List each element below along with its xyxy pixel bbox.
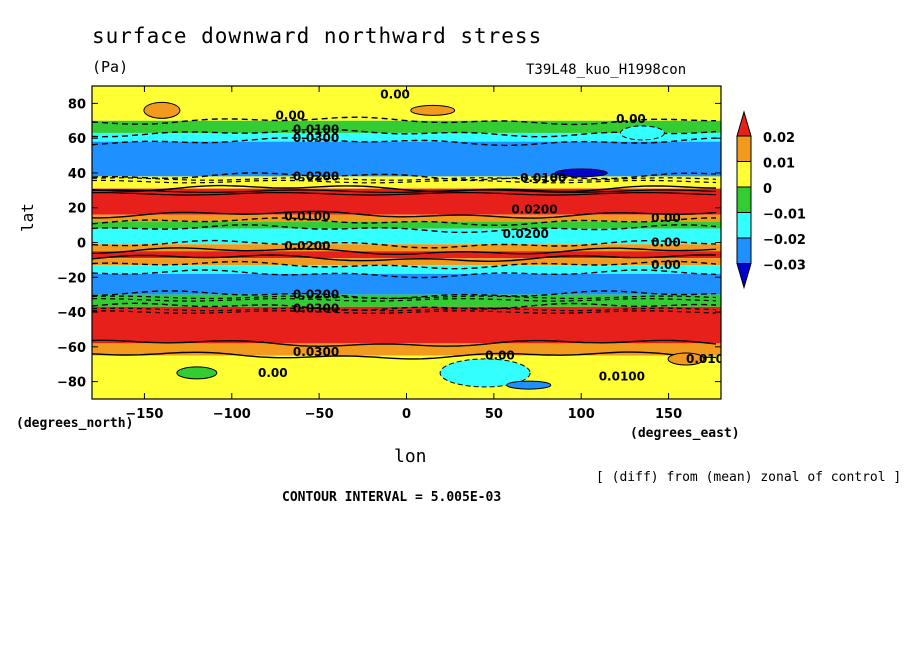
contour-label: 0.0200 (293, 288, 339, 302)
y-tick-label: 40 (68, 167, 86, 182)
contour-label: 0.0300 (293, 345, 339, 359)
anomaly-patch (410, 104, 456, 116)
y-axis-unit: (degrees_north) (16, 416, 134, 431)
zonal-band (92, 141, 721, 177)
anomaly-patch (439, 358, 531, 388)
contour-label: 0.0300 (293, 302, 339, 316)
contour-interval: CONTOUR INTERVAL = 5.005E-03 (282, 490, 502, 505)
y-tick-label: 60 (68, 132, 86, 147)
y-axis-label: lat (18, 203, 37, 232)
x-axis-unit: (degrees_east) (630, 426, 740, 441)
x-tick-label: −150 (125, 407, 163, 422)
field-layer: 0.000.00 0.000.01000.03000.01000.02000.02… (92, 86, 732, 399)
contour-line (92, 247, 717, 255)
contour-line (92, 260, 717, 270)
x-tick-label: 150 (655, 407, 682, 422)
anomaly-patch (506, 380, 552, 390)
x-tick-label: −50 (305, 407, 334, 422)
run-label: T39L48_kuo_H1998con (526, 62, 687, 78)
zonal-band (92, 273, 721, 295)
contour-label: 0.0100 (599, 369, 645, 383)
contour-line (92, 224, 717, 234)
contour-label: 0.0200 (511, 202, 557, 216)
contour-label: 0.0200 (284, 239, 330, 253)
contour-line (92, 210, 717, 219)
contour-label: 0.0300 (293, 131, 339, 145)
contour-line (92, 254, 717, 262)
contour-line (92, 339, 717, 348)
chart-title: surface downward northward stress (92, 24, 543, 48)
zonal-band (92, 228, 721, 245)
colorbar-segment (736, 212, 752, 239)
contour-line (92, 128, 717, 138)
anomaly-patch (554, 168, 608, 178)
x-tick-label: 0 (402, 407, 411, 422)
colorbar-label: 0.02 (763, 131, 795, 146)
colorbar-segment (736, 186, 752, 213)
contour-label: 0.00 (380, 88, 410, 102)
contour-label: 0.0100 (284, 209, 330, 223)
units-label: (Pa) (92, 58, 129, 76)
contour-label: 0.00 (651, 211, 681, 225)
zonal-band (92, 265, 721, 274)
contour-line (92, 137, 717, 147)
zonal-band (92, 214, 721, 222)
colorbar-label: −0.03 (763, 259, 806, 274)
contour-label: 0.0200 (293, 169, 339, 183)
colorbar-label: −0.01 (763, 208, 806, 223)
zonal-band (92, 132, 721, 142)
contour-line (92, 351, 717, 360)
y-tick-label: −40 (57, 306, 86, 321)
contour-label: 0.0100 (293, 122, 339, 136)
contour-label: 0.00 (651, 236, 681, 250)
contour-label: 0.0100 (520, 171, 566, 185)
anomaly-patch (667, 352, 705, 366)
y-tick-label: 20 (68, 202, 86, 217)
contour-line (92, 239, 717, 249)
contour-label: 0.0200 (503, 227, 549, 241)
colorbar-label: −0.02 (763, 233, 806, 248)
contour-line (92, 269, 717, 279)
contour-label: 0.0100 (686, 352, 732, 366)
colorbar-segment (736, 135, 752, 162)
zonal-band (92, 221, 721, 229)
contour-line (92, 184, 717, 193)
anomaly-patch (143, 101, 181, 119)
contour-label: 0.00 (485, 349, 515, 363)
colorbar-label: 0 (763, 182, 772, 197)
contour-line (92, 217, 716, 227)
y-tick-label: 80 (68, 97, 86, 112)
colorbar-top-arrow (736, 110, 752, 137)
x-axis-label: lon (394, 446, 427, 467)
contour-line (92, 290, 717, 300)
contour-line (92, 116, 716, 126)
colorbar-segment (736, 161, 752, 188)
zonal-band (92, 306, 721, 344)
zonal-band (92, 343, 721, 356)
x-tick-label: −100 (213, 407, 251, 422)
contour-label: 0.00 (258, 366, 288, 380)
contour-label: 0.00 (275, 109, 305, 123)
contour-label: 0.00 (651, 258, 681, 272)
x-tick-label: 50 (485, 407, 503, 422)
diff-note: [ (diff) from (mean) zonal of control ] (596, 470, 902, 485)
zonal-band (92, 258, 721, 266)
colorbar-segment (736, 237, 752, 264)
colorbar-label: 0.01 (763, 157, 795, 172)
y-tick-label: −80 (57, 376, 86, 391)
contour-label: 0.00 (616, 112, 646, 126)
zonal-band (92, 244, 721, 252)
colorbar-bottom-arrow (736, 263, 752, 290)
contour-line (92, 189, 717, 193)
contour-line (92, 172, 717, 181)
anomaly-patch (619, 125, 665, 141)
anomaly-patch (176, 366, 218, 380)
contour-line (92, 302, 717, 312)
contour-line (92, 192, 717, 196)
y-tick-label: −60 (57, 341, 86, 356)
y-tick-label: 0 (77, 237, 86, 252)
y-tick-label: −20 (57, 271, 86, 286)
x-tick-label: 100 (568, 407, 595, 422)
